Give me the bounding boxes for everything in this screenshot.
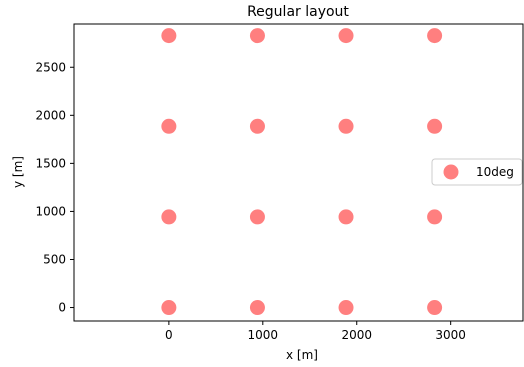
x-tick-label: 2000: [341, 328, 372, 342]
y-tick-label: 0: [58, 301, 66, 315]
plot-frame: [73, 23, 524, 322]
data-point: [161, 300, 177, 316]
data-point: [427, 209, 443, 225]
data-point: [338, 209, 354, 225]
data-point: [161, 209, 177, 225]
y-tick-label: 500: [43, 252, 66, 266]
data-point: [249, 28, 265, 44]
y-tick-label: 1500: [35, 156, 66, 170]
x-tick-label: 3000: [435, 328, 466, 342]
x-tick-label: 0: [165, 328, 173, 342]
legend: 10deg: [431, 158, 523, 186]
legend-marker: [443, 164, 459, 180]
data-point: [249, 300, 265, 316]
data-point: [338, 28, 354, 44]
y-axis-label: y [m]: [11, 156, 25, 188]
data-point: [427, 28, 443, 44]
data-point: [427, 300, 443, 316]
y-tick-label: 1000: [35, 204, 66, 218]
y-tick-label: 2000: [35, 108, 66, 122]
x-axis-label: x [m]: [286, 348, 318, 362]
data-point: [427, 118, 443, 134]
x-axis-ticks: 0 1000 2000 3000: [165, 321, 466, 342]
data-point: [249, 209, 265, 225]
data-point: [161, 28, 177, 44]
chart-title: Regular layout: [247, 4, 349, 20]
data-point: [338, 118, 354, 134]
legend-label-10deg: 10deg: [476, 165, 514, 179]
y-tick-label: 2500: [35, 60, 66, 74]
y-axis-ticks: 0 500 1000 1500 2000 2500: [35, 60, 74, 315]
data-point: [338, 300, 354, 316]
x-tick-label: 1000: [248, 328, 279, 342]
points-layer: [161, 28, 443, 316]
data-point: [249, 118, 265, 134]
data-point: [161, 118, 177, 134]
